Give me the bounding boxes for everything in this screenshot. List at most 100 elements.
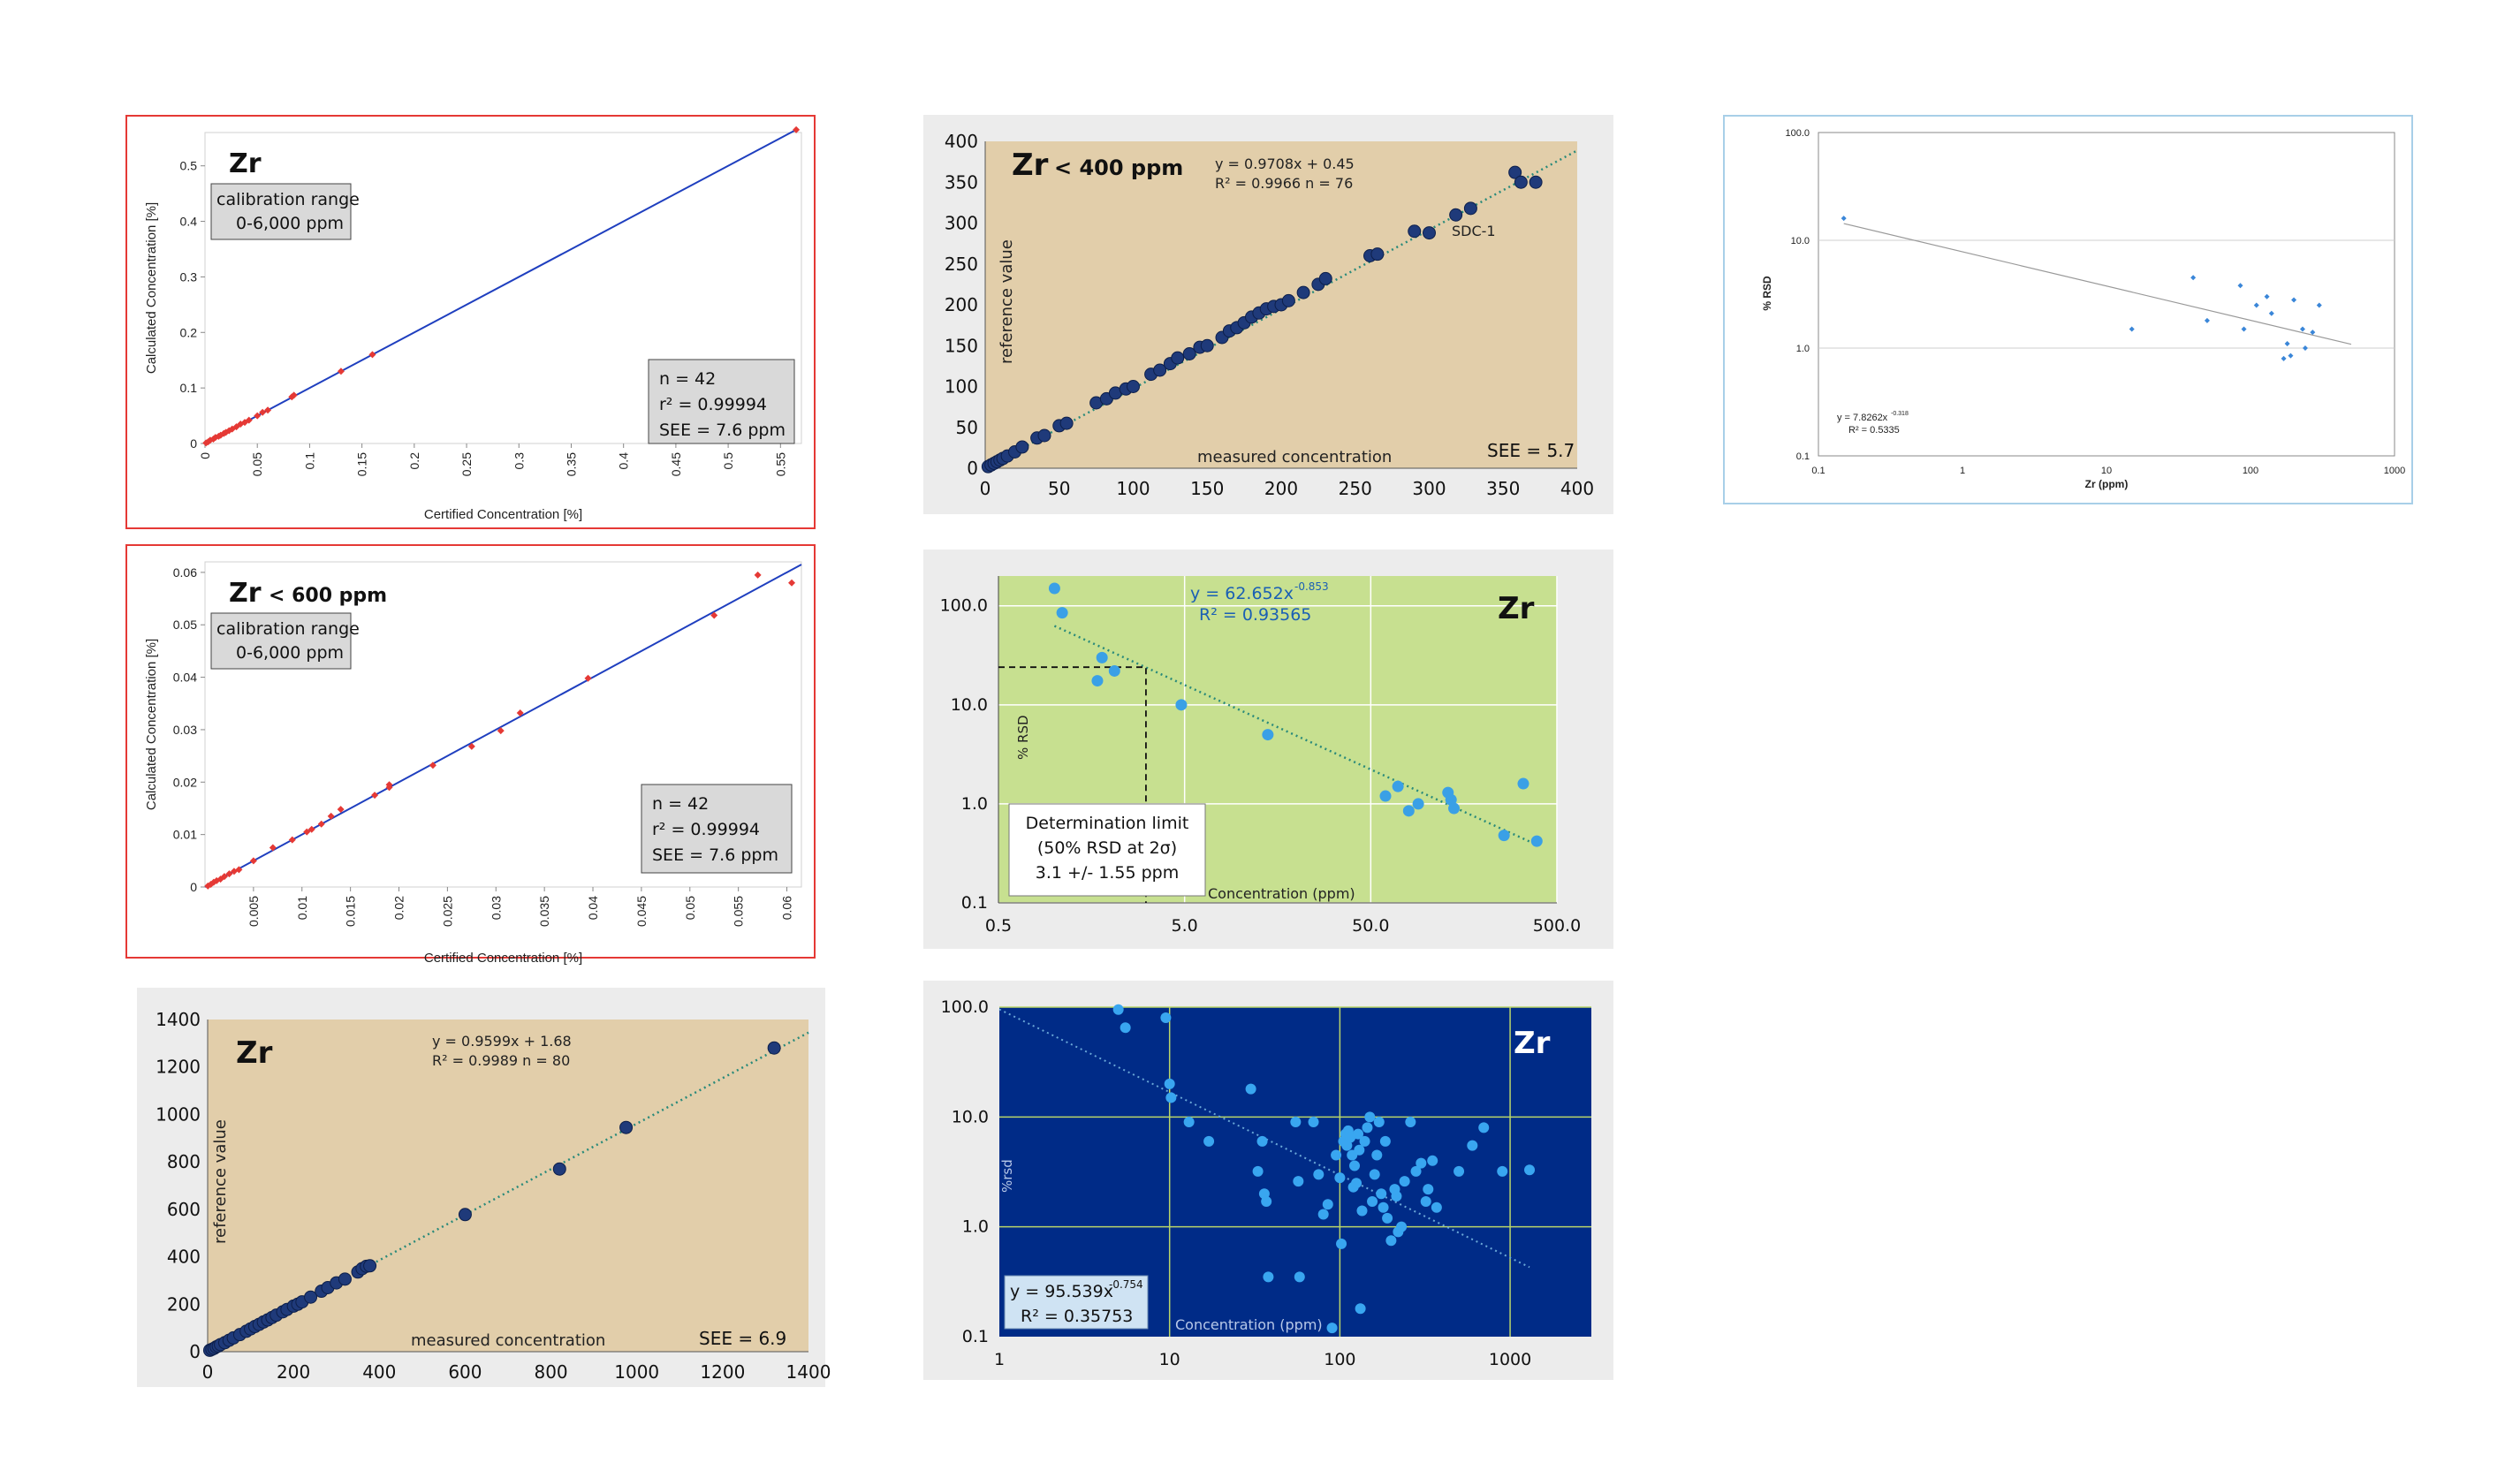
x-tick-label: 0.06	[780, 896, 794, 920]
data-point	[2264, 293, 2270, 299]
x-tick-label: 0.005	[247, 896, 261, 927]
data-point	[2281, 355, 2287, 361]
data-point	[1420, 1196, 1431, 1208]
x-axis-label: Concentration (ppm)	[1208, 885, 1355, 902]
data-point	[1331, 1149, 1342, 1161]
x-tick-label: 400	[362, 1361, 396, 1383]
determination-limit-line: 3.1 +/- 1.55 ppm	[1036, 863, 1179, 883]
equation-line: y = 0.9599x + 1.68	[432, 1033, 572, 1050]
data-point	[1108, 664, 1120, 677]
x-axis-label: Certified Concentration [%]	[424, 951, 582, 966]
data-point	[337, 806, 345, 814]
data-point	[1498, 830, 1510, 842]
y-tick-label: 800	[167, 1151, 201, 1172]
data-point	[1334, 1172, 1346, 1184]
x-tick-label: 10	[2101, 466, 2112, 476]
trend-line	[1843, 223, 2352, 345]
trend-line	[204, 128, 797, 444]
data-point	[2268, 310, 2274, 316]
data-point	[1120, 1022, 1131, 1034]
y-tick-label: 0.03	[173, 723, 197, 737]
data-point	[1336, 1238, 1347, 1249]
data-point	[2316, 302, 2322, 308]
y-axis-label: %rsd	[999, 1159, 1015, 1193]
data-point	[2310, 330, 2316, 336]
y-tick-label: 0.02	[173, 775, 197, 789]
data-point	[619, 1120, 634, 1134]
data-point	[204, 438, 212, 446]
data-point	[788, 579, 796, 587]
x-tick-label: 100	[1116, 478, 1150, 499]
x-tick-label: 0.45	[669, 452, 683, 476]
x-tick-label: 200	[277, 1361, 310, 1383]
trend-line	[984, 149, 1578, 469]
data-point	[1015, 440, 1029, 454]
x-tick-label: 1000	[1489, 1350, 1531, 1369]
data-point	[1416, 1157, 1427, 1169]
data-point	[2288, 352, 2294, 359]
chart-svg: 0.1 1.0 10.0 100.0 0.1 1 10 100 1000 y = 7.8262x -…	[1761, 128, 2405, 490]
y-tick-label: 0.1	[1796, 451, 1810, 462]
data-point	[337, 368, 345, 375]
data-point	[207, 881, 215, 889]
data-point	[1478, 1122, 1490, 1133]
y-tick-label: 0.1	[961, 893, 988, 913]
data-point	[1294, 1271, 1305, 1283]
data-point	[1391, 1191, 1402, 1202]
x-tick-label: 0.35	[564, 452, 578, 476]
chart-svg: 0.1 1.0 10.0 100.0 0.5 5.0 50.0 500.0 Zr y = 62.6…	[940, 576, 1581, 936]
y-tick-label: 0	[190, 436, 197, 451]
y-tick-label: 1000	[156, 1103, 201, 1125]
data-point	[1514, 175, 1528, 189]
data-point	[429, 762, 436, 769]
x-tick-label: 100	[2243, 466, 2258, 476]
data-point	[1517, 777, 1529, 790]
data-point	[1454, 1165, 1465, 1177]
y-tick-label: 50	[956, 417, 978, 438]
x-tick-label: 0.55	[773, 452, 787, 476]
data-point	[209, 435, 217, 443]
data-point	[254, 412, 262, 420]
data-point	[220, 873, 228, 881]
x-tick-label: 1000	[614, 1361, 659, 1383]
x-tick-label: 0.015	[344, 896, 358, 927]
data-point	[2241, 326, 2247, 332]
y-tick-label: 1400	[156, 1009, 201, 1030]
data-point	[516, 709, 524, 716]
data-point	[288, 836, 296, 844]
y-tick-label: 1200	[156, 1057, 201, 1078]
equation-exponent: -0.754	[1109, 1278, 1143, 1291]
x-tick-label: 150	[1190, 478, 1224, 499]
y-tick-label: 250	[945, 254, 978, 275]
chart-svg: 0 50 100 150 200 250 300 350 400 0 50 100 150 200 250 3…	[945, 131, 1594, 499]
data-point	[2291, 297, 2297, 303]
x-tick-label: 1000	[2384, 466, 2405, 476]
chart-panel-zr-reference: 0 200 400 600 800 1000 1200 1400 0 200 400 600 800 10…	[137, 988, 831, 1387]
data-point	[1326, 1323, 1338, 1334]
equation-exponent: -0.318	[1891, 411, 1909, 417]
data-point	[327, 812, 335, 820]
data-point	[1317, 1209, 1329, 1220]
x-axis-label: measured concentration	[1197, 448, 1392, 466]
chart-title: Zr	[236, 1035, 273, 1071]
trend-line	[207, 1031, 809, 1353]
data-point	[1362, 1122, 1373, 1133]
chart-title: Zr	[229, 578, 262, 609]
x-axis-label: Certified Concentration [%]	[424, 507, 582, 522]
data-point	[793, 125, 801, 133]
data-point	[1448, 802, 1461, 815]
data-point	[225, 870, 233, 878]
data-point	[1290, 1117, 1302, 1128]
data-point	[225, 427, 233, 435]
y-tick-label: 0.04	[173, 671, 197, 685]
data-point	[1356, 1205, 1368, 1217]
data-point	[385, 784, 393, 792]
stats-box-line: SEE = 7.6 ppm	[659, 421, 786, 440]
y-tick-label: 1.0	[1796, 344, 1810, 354]
y-tick-label: 0.5	[180, 159, 198, 173]
chart-svg: 0 0.01 0.02 0.03 0.04 0.05 0.06 0.005 0.01 0.015 0…	[144, 561, 802, 966]
data-point	[1378, 1201, 1389, 1213]
y-axis-label: Calculated Concentration [%]	[144, 202, 159, 374]
data-point	[1203, 1135, 1215, 1147]
y-axis-label: reference value	[998, 239, 1016, 364]
